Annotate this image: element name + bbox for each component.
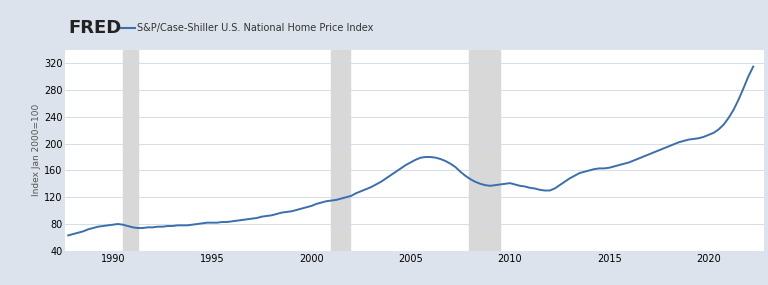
Bar [468, 50, 500, 251]
Text: S&P/Case-Shiller U.S. National Home Price Index: S&P/Case-Shiller U.S. National Home Pric… [137, 23, 374, 33]
Y-axis label: Index Jan 2000=100: Index Jan 2000=100 [32, 104, 41, 196]
Bar [331, 50, 349, 251]
Text: FRED: FRED [69, 19, 122, 37]
Bar [123, 50, 137, 251]
